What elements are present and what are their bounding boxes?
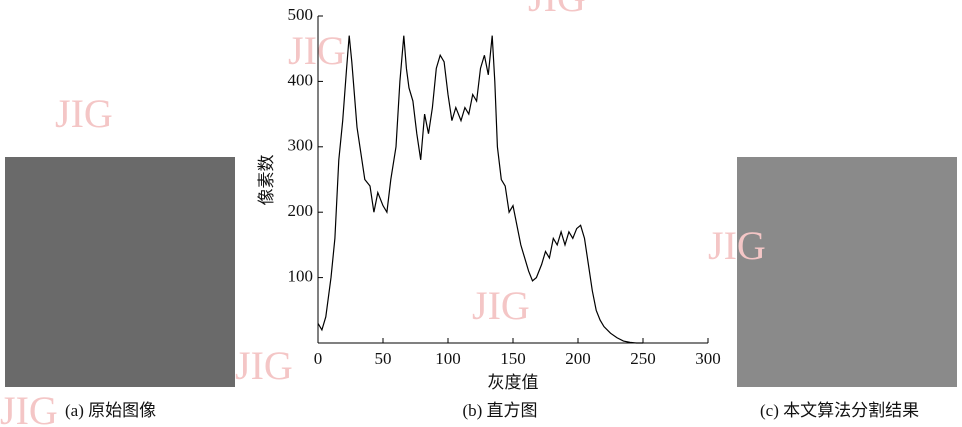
original-image: [5, 157, 235, 387]
watermark: JIG: [472, 283, 530, 328]
y-axis-label: 像素数: [257, 155, 276, 206]
caption: (b) 直方图: [462, 401, 537, 420]
watermark: JIG: [55, 91, 113, 136]
x-tick-label: 100: [435, 349, 461, 368]
histogram-line: [317, 35, 643, 344]
watermark: JIG: [0, 388, 58, 427]
y-tick-label: 500: [288, 5, 314, 24]
x-axis-label: 灰度值: [488, 373, 539, 392]
y-tick-label: 100: [288, 267, 314, 286]
y-tick-label: 300: [288, 136, 314, 155]
segmented-image: [737, 157, 957, 387]
watermark: JIG: [528, 0, 586, 20]
watermark: JIG: [288, 28, 346, 73]
watermark: JIG: [708, 223, 766, 268]
caption: (c) 本文算法分割结果: [760, 401, 919, 420]
caption: (a) 原始图像: [65, 401, 156, 420]
x-tick-label: 200: [565, 349, 591, 368]
x-tick-label: 300: [695, 349, 721, 368]
x-tick-label: 50: [375, 349, 392, 368]
y-tick-label: 400: [288, 70, 314, 89]
x-tick-label: 250: [630, 349, 656, 368]
x-tick-label: 0: [314, 349, 323, 368]
y-tick-label: 200: [288, 201, 314, 220]
x-tick-label: 150: [500, 349, 526, 368]
watermark: JIG: [235, 343, 293, 388]
